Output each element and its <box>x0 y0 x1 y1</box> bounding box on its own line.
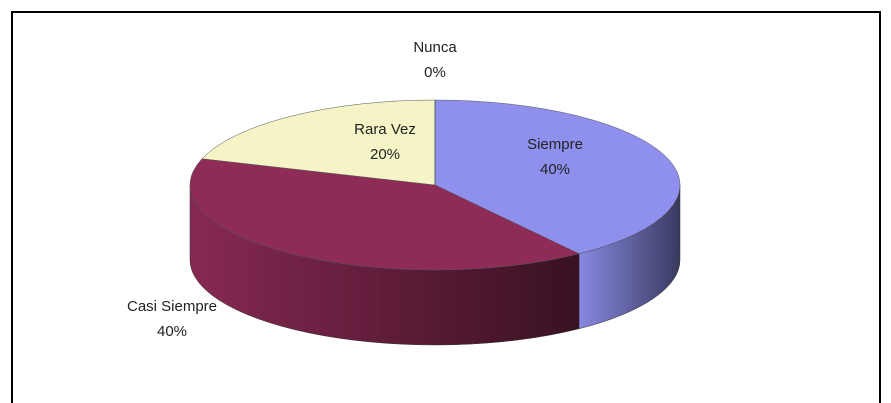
slice <box>201 99 436 186</box>
slice-value-label: 40% <box>157 323 187 340</box>
slice-label: Nunca <box>413 39 457 56</box>
slice-label: Rara Vez <box>354 121 416 138</box>
slice <box>189 158 580 271</box>
slice-value-label: 20% <box>370 146 400 163</box>
frame <box>11 11 881 403</box>
slice-value-label: 40% <box>540 161 570 178</box>
slice-label: Casi Siempre <box>127 298 217 315</box>
slice <box>434 99 681 255</box>
slice-label: Siempre <box>527 136 583 153</box>
slice-value-label: 0% <box>424 64 446 81</box>
